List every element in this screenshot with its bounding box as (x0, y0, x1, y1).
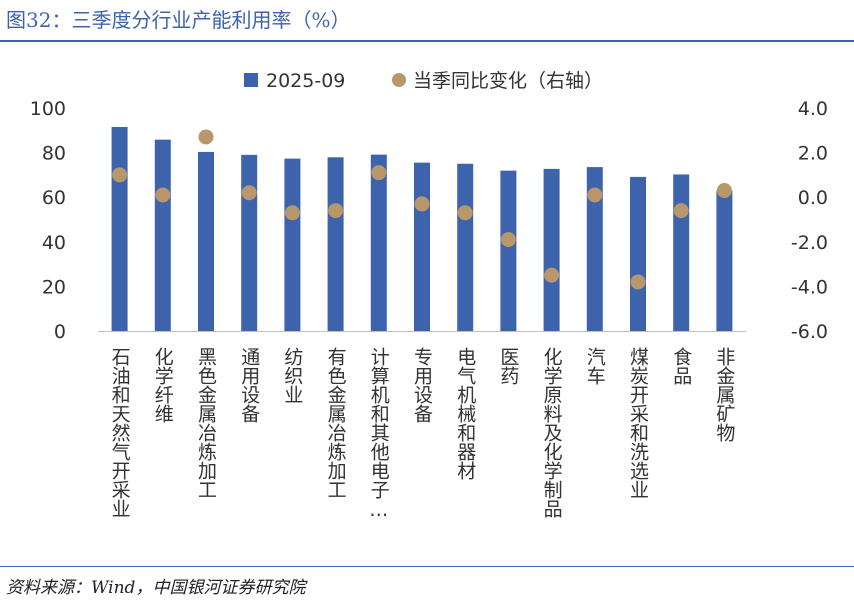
bar-2025-09 (500, 170, 517, 331)
x-category-label: 医药 (497, 347, 519, 385)
bar-2025-09 (716, 190, 733, 331)
dot-yoy-change (716, 183, 732, 199)
x-category-label: 汽车 (584, 347, 606, 385)
dot-yoy-change (457, 205, 473, 221)
x-category-label: 电气机械和器材 (454, 347, 476, 480)
footer-divider (0, 566, 854, 567)
bar-2025-09 (154, 139, 171, 331)
legend-swatch-dot (392, 73, 406, 87)
x-category-label: 通用设备 (238, 347, 260, 423)
bar-2025-09 (370, 154, 387, 331)
x-category-label: 计算机和其他电子… (368, 347, 390, 521)
dot-yoy-change (587, 187, 603, 203)
bar-2025-09 (630, 176, 646, 331)
dot-yoy-change (284, 205, 300, 221)
dot-yoy-change (630, 274, 646, 290)
y2-tick-label: -4.0 (791, 276, 828, 298)
dot-yoy-change (414, 196, 430, 212)
bar-2025-09 (111, 126, 128, 331)
dot-yoy-change (371, 165, 387, 181)
bar-2025-09 (586, 167, 603, 331)
bar-2025-09 (673, 174, 690, 331)
x-category-label: 纺织业 (281, 347, 303, 404)
dot-yoy-change (241, 185, 257, 201)
dot-yoy-change (198, 129, 214, 145)
title-divider (0, 40, 854, 42)
x-category-label: 煤炭开采和洗选业 (627, 347, 649, 499)
bar-2025-09 (543, 168, 560, 331)
legend-swatch-bar (244, 73, 258, 87)
x-category-label: 有色金属冶炼加工 (325, 347, 347, 499)
bar-2025-09 (457, 163, 474, 331)
bar-2025-09 (198, 151, 214, 331)
x-category-label: 食品 (670, 347, 692, 385)
dot-yoy-change (500, 232, 516, 248)
bar-2025-09 (414, 162, 430, 331)
y-tick-label: 0 (54, 321, 66, 343)
x-category-label: 化学原料及化学制品 (541, 347, 563, 518)
y2-tick-label: 4.0 (798, 98, 828, 120)
y-tick-label: 80 (42, 143, 66, 165)
dot-yoy-change (155, 187, 171, 203)
legend-label-dot: 当季同比变化（右轴） (413, 70, 603, 92)
x-category-label: 石油和天然气开采业 (109, 347, 131, 518)
x-category-label: 黑色金属冶炼加工 (195, 347, 217, 499)
dot-yoy-change (328, 203, 344, 219)
y2-tick-label: 0.0 (798, 187, 828, 209)
bar-2025-09 (241, 154, 258, 331)
bar-2025-09 (327, 157, 344, 331)
legend-label-bar: 2025-09 (266, 70, 345, 92)
y2-tick-label: -2.0 (791, 232, 828, 254)
figure-title: 图32：三季度分行业产能利用率（%） (6, 8, 351, 32)
source-note: 资料来源：Wind，中国银河证券研究院 (6, 578, 306, 598)
dot-yoy-change (673, 203, 689, 219)
x-category-label: 化学纤维 (152, 347, 174, 423)
y2-tick-label: -6.0 (791, 321, 828, 343)
y2-tick-label: 2.0 (798, 143, 828, 165)
dot-yoy-change (112, 167, 128, 183)
capacity-utilization-chart: 0 20 40 60 80 100 -6.0 -4.0 -2.0 0.0 2.0 4.0 石油和天然气开… (30, 70, 828, 521)
y-tick-label: 100 (30, 98, 66, 120)
x-category-label: 专用设备 (411, 347, 433, 423)
x-category-label: 非金属矿物 (713, 347, 735, 442)
y-tick-label: 40 (42, 232, 66, 254)
dot-yoy-change (544, 267, 560, 283)
bar-2025-09 (284, 158, 301, 331)
y-tick-label: 20 (42, 276, 66, 298)
y-tick-label: 60 (42, 187, 66, 209)
